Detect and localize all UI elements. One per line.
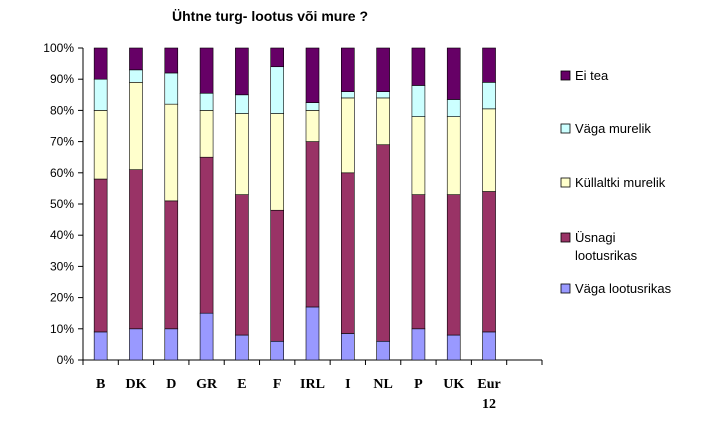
bar-segment [376, 144, 390, 342]
legend-label: Küllaltki murelik [575, 175, 666, 190]
bar-segment [376, 47, 390, 92]
x-tick-label: DK [125, 377, 146, 392]
bar-segment [164, 47, 179, 74]
bar-segment [446, 116, 461, 195]
bar-segment [341, 333, 355, 361]
bar-segment [164, 200, 179, 330]
bar-segment [270, 209, 284, 342]
x-tick-label: GR [196, 377, 218, 392]
bar-segment [235, 94, 249, 114]
bar-segment [305, 102, 320, 111]
bar-segment [129, 69, 143, 83]
y-tick-label: 30% [50, 259, 74, 273]
legend-swatch [560, 283, 571, 294]
chart-title: Ühtne turg- lootus või mure ? [172, 8, 368, 24]
bar-segment [482, 108, 496, 192]
bar-segment [129, 82, 143, 170]
bar-segment [376, 97, 390, 146]
bar-segment [164, 103, 179, 202]
bar-segment [270, 47, 284, 68]
bar-segment [270, 340, 284, 361]
bar-segment [129, 169, 143, 330]
y-tick-label: 80% [50, 103, 74, 117]
x-tick-label: I [345, 377, 350, 392]
y-tick-label: 100% [43, 41, 74, 55]
bar-segment [411, 194, 426, 330]
bar-segment [411, 47, 426, 86]
bar-segment [199, 47, 214, 94]
x-tick-label: D [166, 377, 176, 392]
y-tick-label: 0% [57, 353, 75, 367]
bar-segment [446, 99, 461, 117]
bar-segment [305, 306, 320, 361]
bar-segment [411, 328, 426, 361]
bar-segment [482, 191, 496, 333]
bar-segment [270, 113, 284, 211]
bar-segment [305, 141, 320, 308]
y-tick-label: 70% [50, 135, 74, 149]
bar-segment [376, 340, 390, 361]
x-tick-label: B [96, 377, 105, 392]
legend-swatch [560, 70, 571, 81]
bar-segment [235, 334, 249, 361]
bar-segment [411, 85, 426, 117]
bar-segment [199, 110, 214, 158]
bar-segment [446, 47, 461, 100]
x-tick-label: E [237, 377, 246, 392]
bar-segment [164, 328, 179, 361]
y-tick-label: 60% [50, 166, 74, 180]
bar-segment [93, 331, 108, 361]
x-tick-label: 12 [482, 397, 496, 412]
legend-label: Väga lootusrikas [575, 281, 672, 296]
bar-segment [199, 312, 214, 361]
y-tick-label: 10% [50, 322, 74, 336]
x-tick-label: NL [373, 377, 392, 392]
y-tick-label: 20% [50, 291, 74, 305]
bar-segment [235, 47, 249, 96]
x-tick-label: F [273, 377, 282, 392]
bar-segment [446, 194, 461, 336]
bar-segment [482, 47, 496, 83]
y-tick-label: 40% [50, 228, 74, 242]
x-tick-label: UK [443, 377, 464, 392]
legend-label: Üsnagi [575, 230, 616, 245]
bar-segment [235, 113, 249, 195]
bar-segment [376, 91, 390, 99]
legend-label: Ei tea [575, 68, 609, 83]
legend-label: Väga murelik [575, 121, 651, 136]
x-tick-label: Eur [477, 377, 500, 392]
x-tick-label: P [414, 377, 423, 392]
bar-segment [93, 110, 108, 180]
legend-swatch [560, 123, 571, 134]
bar-segment [482, 331, 496, 361]
bar-segment [482, 82, 496, 110]
bar-segment [93, 178, 108, 333]
bar-segment [341, 47, 355, 92]
bar-segment [305, 47, 320, 103]
bar-segment [341, 172, 355, 334]
bar-segment [93, 47, 108, 80]
bar-segment [129, 328, 143, 361]
x-tick-label: IRL [300, 377, 325, 392]
bar-segment [446, 334, 461, 361]
legend-label: lootusrikas [575, 248, 638, 263]
bar-segment [164, 72, 179, 105]
y-tick-label: 90% [50, 72, 74, 86]
bar-segment [199, 156, 214, 314]
bar-segment [235, 194, 249, 336]
bar-segment [341, 97, 355, 174]
bar-segment [93, 78, 108, 111]
legend-swatch [560, 177, 571, 188]
y-tick-label: 50% [50, 197, 74, 211]
bar-segment [270, 66, 284, 114]
legend-swatch [560, 232, 571, 243]
bar-segment [305, 110, 320, 142]
bar-segment [411, 116, 426, 195]
bar-segment [341, 91, 355, 99]
bar-segment [199, 92, 214, 111]
bar-segment [129, 47, 143, 71]
